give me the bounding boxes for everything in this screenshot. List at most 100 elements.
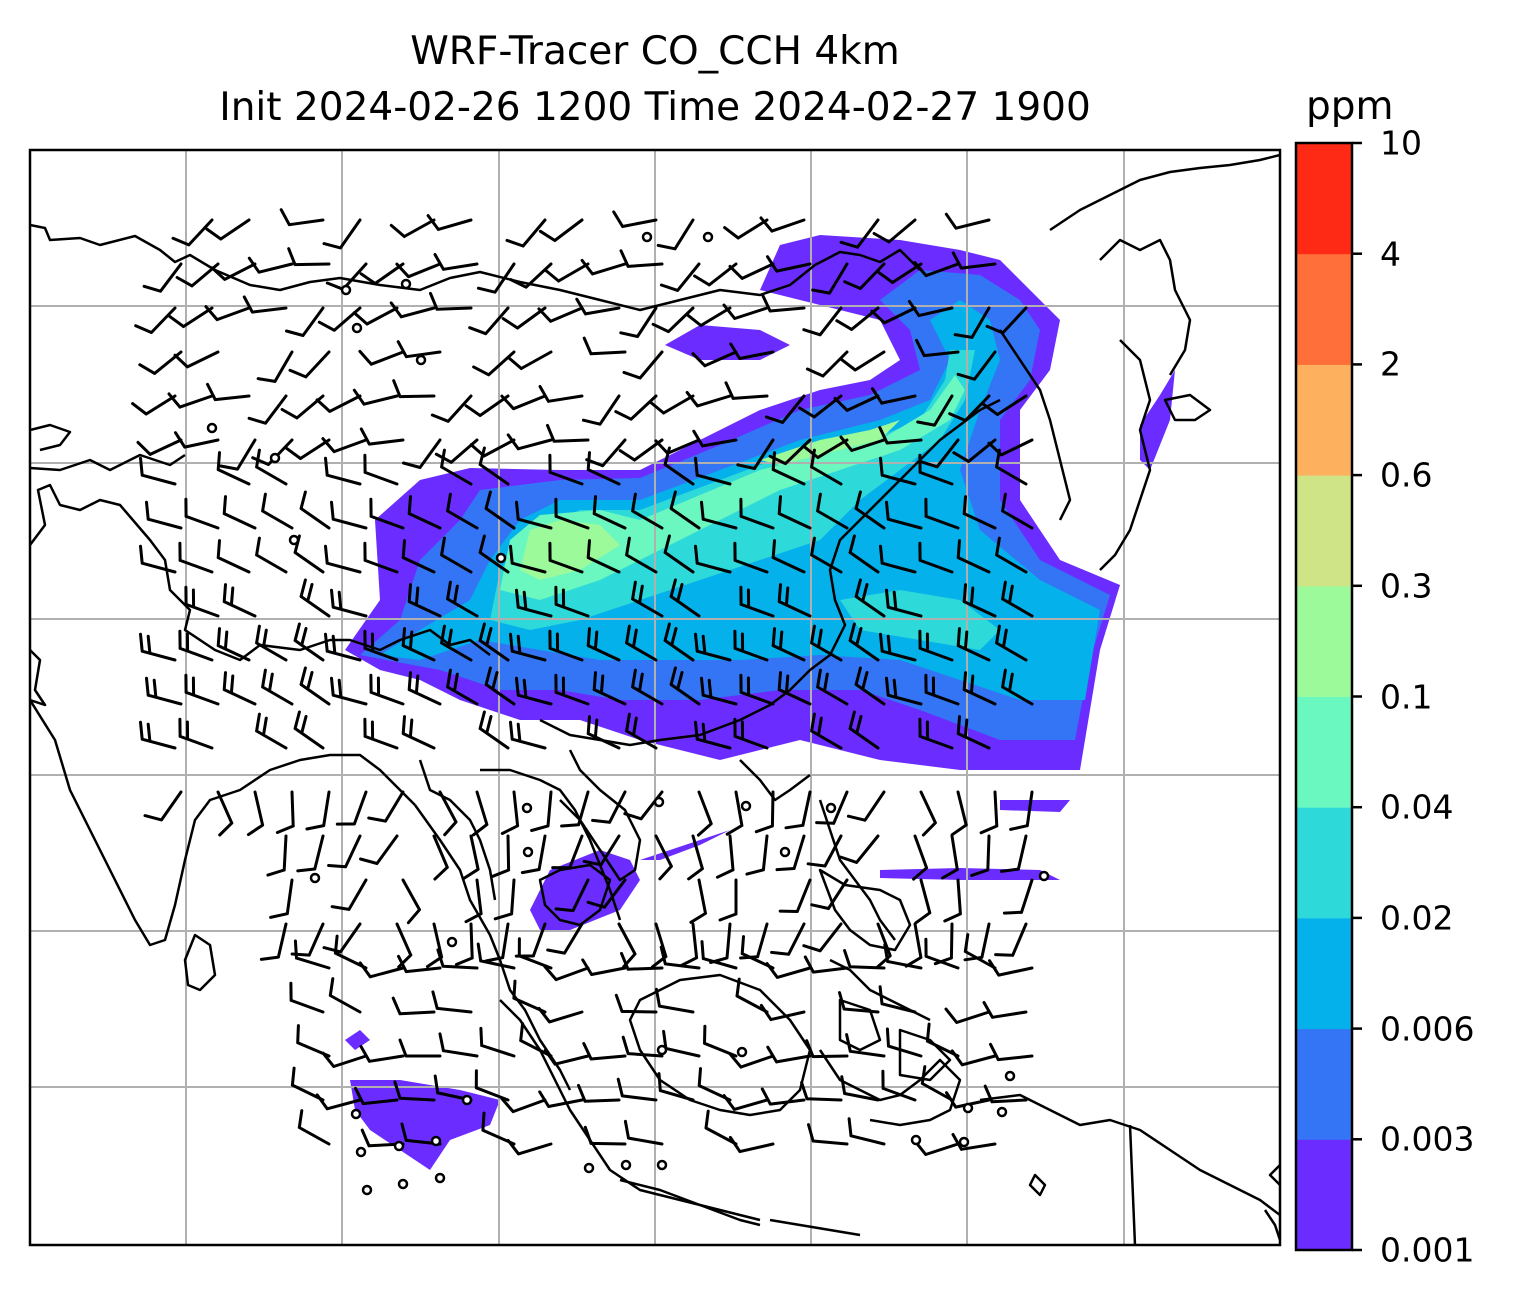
wind-barb [614, 993, 658, 1014]
wind-barb [446, 492, 479, 530]
wind-barb [995, 536, 1028, 574]
wind-barb [956, 627, 991, 662]
wind-barb [735, 977, 769, 1014]
wind-barb [956, 350, 997, 381]
wind-barb [816, 492, 849, 530]
wind-barb [913, 261, 960, 278]
wind-barb [854, 578, 886, 618]
wind-barb [771, 539, 806, 574]
wind-barb [520, 834, 547, 875]
wind-barb [407, 495, 442, 530]
wind-barb [472, 350, 516, 377]
wind-barb [143, 790, 183, 822]
wind-barb [657, 1072, 695, 1102]
wind-barb [509, 544, 547, 574]
wind-barb [178, 629, 214, 662]
wind-barb [995, 448, 1028, 486]
wind-barb [725, 790, 744, 836]
wind-barb [515, 500, 553, 530]
wind-barb [296, 834, 325, 873]
wind-barb [395, 262, 442, 279]
wind-barb [484, 490, 516, 530]
wind-barb [551, 834, 584, 870]
wind-barb [999, 834, 1028, 873]
wind-barb [363, 453, 399, 486]
wind-barb [554, 497, 590, 530]
wind-barb [322, 218, 362, 250]
wind-barb [759, 1003, 806, 1022]
wind-barb [389, 218, 436, 238]
wind-barb [315, 394, 362, 413]
wind-barb [806, 834, 843, 868]
wind-barb [402, 438, 442, 469]
wind-barb [962, 495, 997, 530]
wind-barb [548, 541, 584, 574]
wind-barb [582, 1042, 627, 1061]
wind-barb [722, 303, 769, 320]
wind-barb [654, 987, 695, 1014]
wind-barb [810, 878, 849, 910]
colorbar-tick-label: 0.003 [1380, 1119, 1475, 1159]
wind-barb [816, 668, 849, 706]
wind-barb [537, 306, 584, 323]
wind-barb [216, 539, 251, 574]
wind-barb [1002, 878, 1034, 915]
wind-barb [625, 712, 658, 750]
colorbar-tick-label: 10 [1380, 123, 1422, 163]
wind-barb [261, 492, 294, 530]
wind-barb [324, 544, 362, 574]
wind-barb [623, 1119, 664, 1146]
wind-barb [694, 544, 732, 574]
wind-barb [546, 423, 590, 443]
wind-barb [733, 541, 769, 574]
wind-barb [691, 350, 738, 368]
wind-barb [843, 262, 886, 290]
wind-barb [255, 624, 288, 662]
wind-barb [802, 306, 843, 337]
wind-barb [728, 1135, 775, 1154]
wind-barb [654, 438, 701, 455]
wind-barb [728, 1052, 775, 1069]
wind-barb [168, 306, 214, 328]
wind-barb [322, 922, 362, 954]
wind-barb [962, 671, 997, 706]
wind-barb [222, 495, 257, 530]
wind-barb [945, 1091, 991, 1109]
wind-barb [924, 937, 960, 970]
wind-barb [216, 451, 251, 486]
wind-barb [995, 624, 1028, 662]
wind-barb [810, 536, 843, 574]
wind-barb [256, 350, 294, 383]
wind-barb [963, 933, 997, 970]
wind-barb [962, 583, 997, 618]
wind-barb [802, 922, 843, 953]
wind-barb [586, 539, 621, 574]
wind-barb [136, 438, 183, 456]
wind-barb [970, 834, 991, 877]
wind-barb [950, 1049, 997, 1067]
wind-barb [476, 262, 516, 294]
wind-barb [335, 790, 368, 826]
colorbar-tick-label: 0.1 [1380, 677, 1433, 716]
wind-barb [581, 958, 627, 976]
wind-barb [145, 500, 183, 530]
wind-barb [982, 394, 1028, 416]
wind-barb [983, 1084, 1028, 1104]
wind-barb [918, 453, 954, 486]
wind-barb [696, 790, 713, 837]
wind-barb [733, 717, 769, 750]
wind-barb [807, 1123, 849, 1146]
wind-barb [131, 394, 177, 416]
wind-barb [538, 385, 584, 403]
wind-barb [247, 256, 294, 274]
wind-barb [259, 922, 288, 961]
wind-barb [948, 394, 991, 422]
wind-barb [659, 262, 701, 292]
colorbar-segment [1296, 143, 1352, 255]
wind-barb [330, 676, 368, 706]
colorbar-tick-label: 0.006 [1380, 1009, 1475, 1049]
wind-barb [543, 1048, 590, 1066]
wind-barb [369, 673, 405, 706]
wind-barb [330, 878, 368, 911]
wind-barb [766, 1045, 812, 1064]
